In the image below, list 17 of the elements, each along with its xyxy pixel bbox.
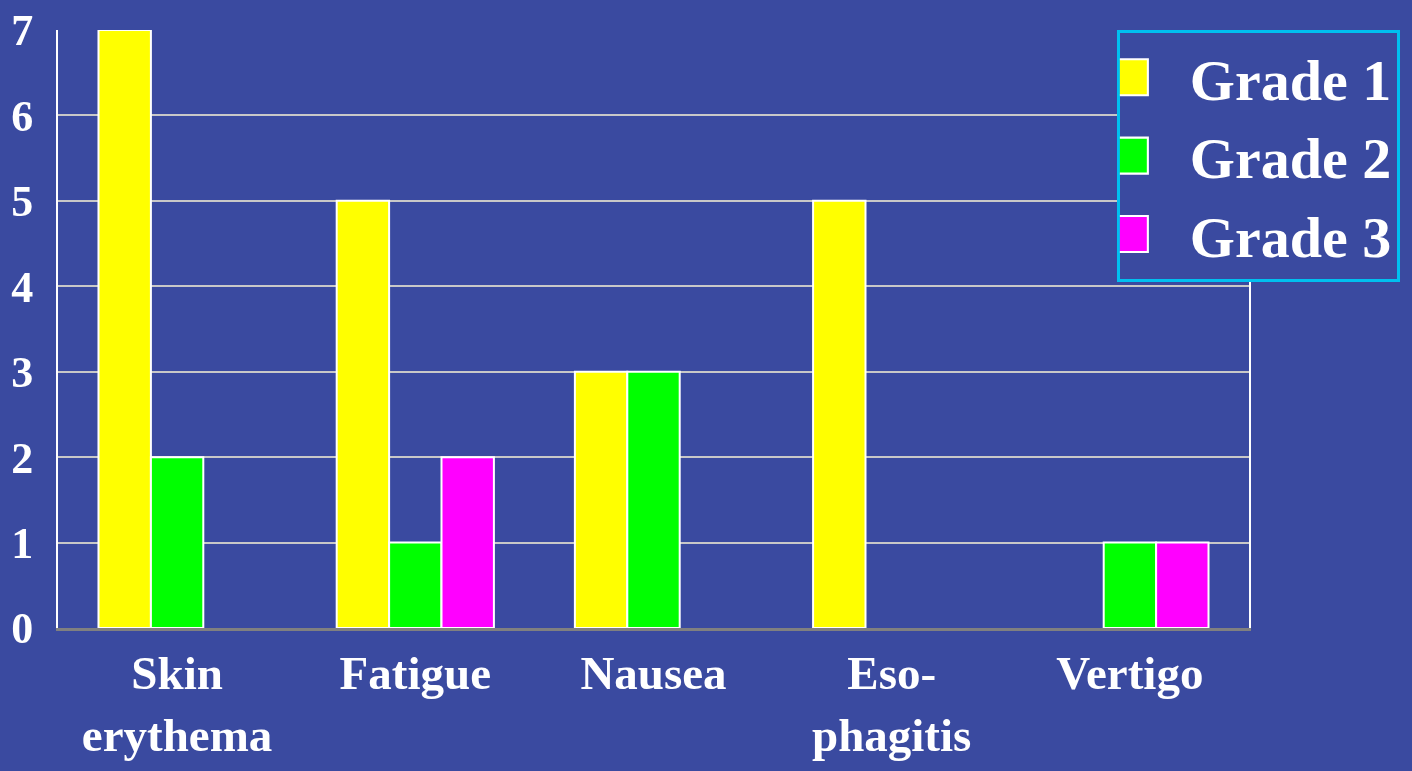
x-tick-label: Nausea [580, 647, 727, 700]
x-tick-label: Fatigue [339, 647, 492, 700]
x-tick-label: Eso- phagitis [812, 647, 972, 761]
bar [812, 199, 867, 628]
x-tick-label: Skin erythema [81, 647, 273, 761]
y-tick-label: 1 [11, 518, 34, 568]
x-tick-label: Vertigo [1056, 647, 1204, 700]
y-tick-label: 5 [11, 177, 34, 227]
legend-label: Grade 3 [1189, 204, 1392, 270]
y-tick-label: 0 [11, 604, 34, 654]
y-tick-label: 7 [11, 6, 34, 56]
y-tick-label: 6 [11, 91, 34, 141]
y-tick-label: 2 [11, 433, 34, 483]
legend-label: Grade 2 [1189, 126, 1392, 192]
y-tick-label: 4 [11, 262, 34, 312]
legend-label: Grade 1 [1189, 47, 1392, 113]
y-tick-label: 3 [11, 348, 34, 398]
